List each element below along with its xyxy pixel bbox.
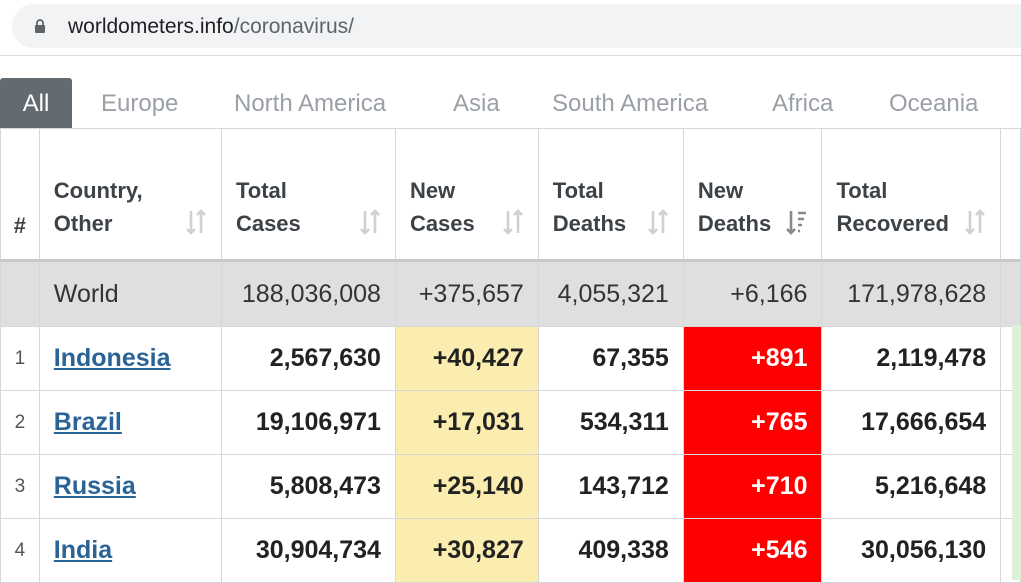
world-new-cases: +375,657 [394, 260, 539, 327]
country-cell: Indonesia [38, 326, 222, 391]
new-cases-cell: +17,031 [394, 390, 539, 455]
world-row: World 188,036,008 +375,657 4,055,321 +6,… [0, 260, 1021, 327]
tab-oceania[interactable]: Oceania [889, 90, 979, 117]
header-country[interactable]: Country, Other [38, 128, 222, 262]
tab-south-america[interactable]: South America [552, 90, 709, 117]
header-total-recovered-label: Total Recovered [836, 178, 949, 236]
world-new-deaths: +6,166 [682, 260, 823, 327]
header-new-deaths-label: New Deaths [697, 178, 772, 236]
world-total-deaths: 4,055,321 [537, 260, 684, 327]
country-link[interactable]: Indonesia [53, 344, 171, 372]
total-cases-cell: 19,106,971 [220, 390, 396, 455]
header-total-recovered[interactable]: Total Recovered [821, 128, 1002, 262]
header-country-label: Country, Other [53, 178, 143, 236]
world-num-cell [0, 260, 40, 327]
table-row: 1 Indonesia 2,567,630 +40,427 67,355 +89… [0, 326, 1021, 391]
header-total-deaths-label: Total Deaths [552, 178, 627, 236]
tab-europe[interactable]: Europe [101, 90, 179, 117]
sort-icon[interactable] [502, 209, 524, 235]
total-recovered-cell: 2,119,478 [821, 326, 1002, 391]
country-cell: India [38, 518, 222, 583]
header-total-cases-label: Total Cases [235, 178, 301, 236]
row-number: 2 [0, 390, 40, 455]
header-total-cases[interactable]: Total Cases [220, 128, 396, 262]
total-cases-cell: 2,567,630 [220, 326, 396, 391]
new-deaths-cell: +710 [682, 454, 823, 519]
table-row: 3 Russia 5,808,473 +25,140 143,712 +710 … [0, 454, 1021, 519]
new-cases-cell: +30,827 [394, 518, 539, 583]
sort-icon[interactable] [185, 209, 207, 235]
total-deaths-cell: 534,311 [537, 390, 684, 455]
country-cell: Russia [38, 454, 222, 519]
toolbar-divider [0, 55, 1021, 56]
sort-icon[interactable] [359, 209, 381, 235]
url-host: worldometers.info [68, 15, 234, 38]
new-deaths-cell: +891 [682, 326, 823, 391]
country-link[interactable]: Russia [53, 472, 136, 500]
lock-icon [35, 19, 45, 33]
header-new-cases[interactable]: New Cases [394, 128, 539, 262]
total-recovered-cell: 5,216,648 [821, 454, 1002, 519]
tab-asia[interactable]: Asia [453, 90, 500, 117]
total-deaths-cell: 409,338 [537, 518, 684, 583]
new-cases-cell: +25,140 [394, 454, 539, 519]
total-cases-cell: 30,904,734 [220, 518, 396, 583]
row-number: 3 [0, 454, 40, 519]
header-overflow [1000, 128, 1021, 262]
address-bar[interactable]: worldometers.info/coronavirus/ [12, 4, 1021, 48]
header-num-label: # [13, 213, 27, 238]
total-recovered-cell: 17,666,654 [821, 390, 1002, 455]
table-row: 2 Brazil 19,106,971 +17,031 534,311 +765… [0, 390, 1021, 455]
url-path: /coronavirus/ [233, 15, 354, 38]
total-recovered-cell: 30,056,130 [821, 518, 1002, 583]
header-new-deaths[interactable]: New Deaths [682, 128, 823, 262]
row-number: 1 [0, 326, 40, 391]
region-tabs: All Europe North America Asia South Amer… [0, 78, 1021, 128]
sort-icon[interactable] [964, 209, 986, 235]
recovered-highlight-edge [1012, 325, 1021, 580]
covid-table: # Country, Other Total Cases New Cases T… [0, 128, 1021, 583]
country-cell: Brazil [38, 390, 222, 455]
header-new-cases-label: New Cases [409, 178, 475, 236]
total-deaths-cell: 143,712 [537, 454, 684, 519]
world-total-recovered: 171,978,628 [821, 260, 1002, 327]
table-row: 4 India 30,904,734 +30,827 409,338 +546 … [0, 518, 1021, 583]
total-cases-cell: 5,808,473 [220, 454, 396, 519]
header-total-deaths[interactable]: Total Deaths [537, 128, 684, 262]
header-row: # Country, Other Total Cases New Cases T… [0, 128, 1021, 262]
header-num[interactable]: # [0, 128, 40, 262]
total-deaths-cell: 67,355 [537, 326, 684, 391]
tab-north-america[interactable]: North America [234, 90, 387, 117]
world-total-cases: 188,036,008 [220, 260, 396, 327]
world-country: World [38, 260, 222, 327]
country-link[interactable]: Brazil [53, 408, 122, 436]
sort-icon[interactable] [647, 209, 669, 235]
url-text: worldometers.info/coronavirus/ [68, 15, 354, 39]
new-cases-cell: +40,427 [394, 326, 539, 391]
new-deaths-cell: +765 [682, 390, 823, 455]
world-overflow [1000, 260, 1021, 327]
tab-africa[interactable]: Africa [772, 90, 834, 117]
tab-all[interactable]: All [0, 78, 72, 128]
sort-desc-icon[interactable] [785, 209, 807, 235]
row-number: 4 [0, 518, 40, 583]
new-deaths-cell: +546 [682, 518, 823, 583]
country-link[interactable]: India [53, 536, 113, 564]
